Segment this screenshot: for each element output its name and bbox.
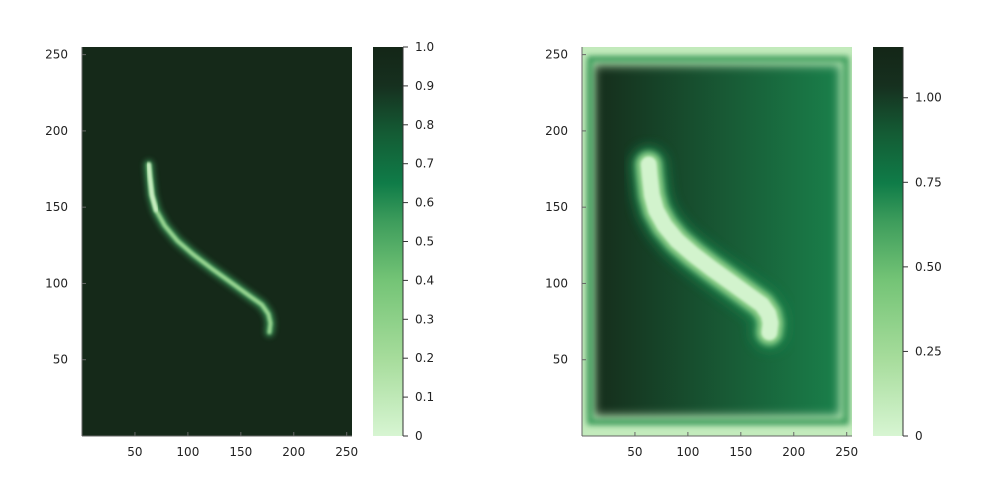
x-tick-label: 200: [782, 445, 805, 459]
heatmap-plot-1: [81, 47, 352, 437]
heatmap-plot-2: [581, 47, 852, 437]
curve-band-1: [144, 160, 275, 337]
heatmap-field-2: [582, 47, 852, 436]
y-tick-label: 50: [553, 353, 568, 367]
colorbar-tick-label: 0.50: [915, 260, 942, 274]
colorbar-tick-label: 1.00: [915, 91, 942, 105]
heatmap-background-1: [82, 47, 352, 436]
y-tick-label: 150: [45, 200, 68, 214]
heatmap-field-1: [82, 47, 352, 436]
x-tick-label: 50: [127, 445, 142, 459]
x-tick-label: 50: [627, 445, 642, 459]
colorbar-tick-label: 0.8: [415, 118, 434, 132]
y-axis-ticks-2: 50 100 150 200 250: [545, 48, 586, 367]
x-tick-label: 150: [229, 445, 252, 459]
curve-tip: [146, 162, 159, 213]
colorbar-tick-label: 0.9: [415, 79, 434, 93]
x-tick-label: 200: [282, 445, 305, 459]
colorbar-tick-label: 0.1: [415, 390, 434, 404]
colorbar-2: 0 0.25 0.50 0.75 1.00: [873, 47, 942, 443]
x-tick-label: 100: [176, 445, 199, 459]
curve-core: [640, 156, 779, 341]
colorbar-gradient-bar: [873, 47, 903, 436]
colorbar-tick-label: 0.3: [415, 312, 434, 326]
edge-band-ring: [587, 56, 849, 425]
colorbar-1: 0 0.1 0.2 0.3 0.4 0.5 0.6 0.7 0.8 0.9 1.0: [373, 40, 434, 443]
y-tick-label: 100: [45, 276, 68, 290]
colorbar-tick-label: 0.2: [415, 351, 434, 365]
x-tick-label: 250: [835, 445, 858, 459]
y-tick-label: 250: [45, 48, 68, 62]
y-axis-ticks-1: 50 100 150 200 250: [45, 48, 86, 367]
colorbar-tick-label: 0.4: [415, 273, 434, 287]
colorbar-gradient-bar: [373, 47, 403, 436]
y-tick-label: 150: [545, 200, 568, 214]
colorbar-tick-label: 0: [415, 429, 423, 443]
x-tick-label: 250: [335, 445, 358, 459]
colorbar-tick-label: 0.25: [915, 344, 942, 358]
y-tick-label: 200: [545, 124, 568, 138]
y-tick-label: 100: [545, 276, 568, 290]
x-axis-ticks-1: 50 100 150 200 250: [127, 432, 358, 459]
x-tick-label: 150: [729, 445, 752, 459]
colorbar-tick-label: 0: [915, 429, 923, 443]
curve-band-2: [630, 146, 789, 351]
colorbar-tick-label: 1.0: [415, 40, 434, 54]
y-tick-label: 50: [53, 353, 68, 367]
heatmap-panel-1: 50 100 150 200 250 50 100 150 200 250 0 0.1 0.2 0.3…: [45, 40, 434, 459]
colorbar-tick-label: 0.7: [415, 157, 434, 171]
colorbar-tick-label: 0.75: [915, 175, 942, 189]
x-tick-label: 100: [676, 445, 699, 459]
y-tick-label: 200: [45, 124, 68, 138]
colorbar-tick-label: 0.6: [415, 196, 434, 210]
x-axis-ticks-2: 50 100 150 200 250: [627, 432, 858, 459]
y-tick-label: 250: [545, 48, 568, 62]
heatmap-background-2: [582, 47, 852, 436]
colorbar-tick-label: 0.5: [415, 235, 434, 249]
